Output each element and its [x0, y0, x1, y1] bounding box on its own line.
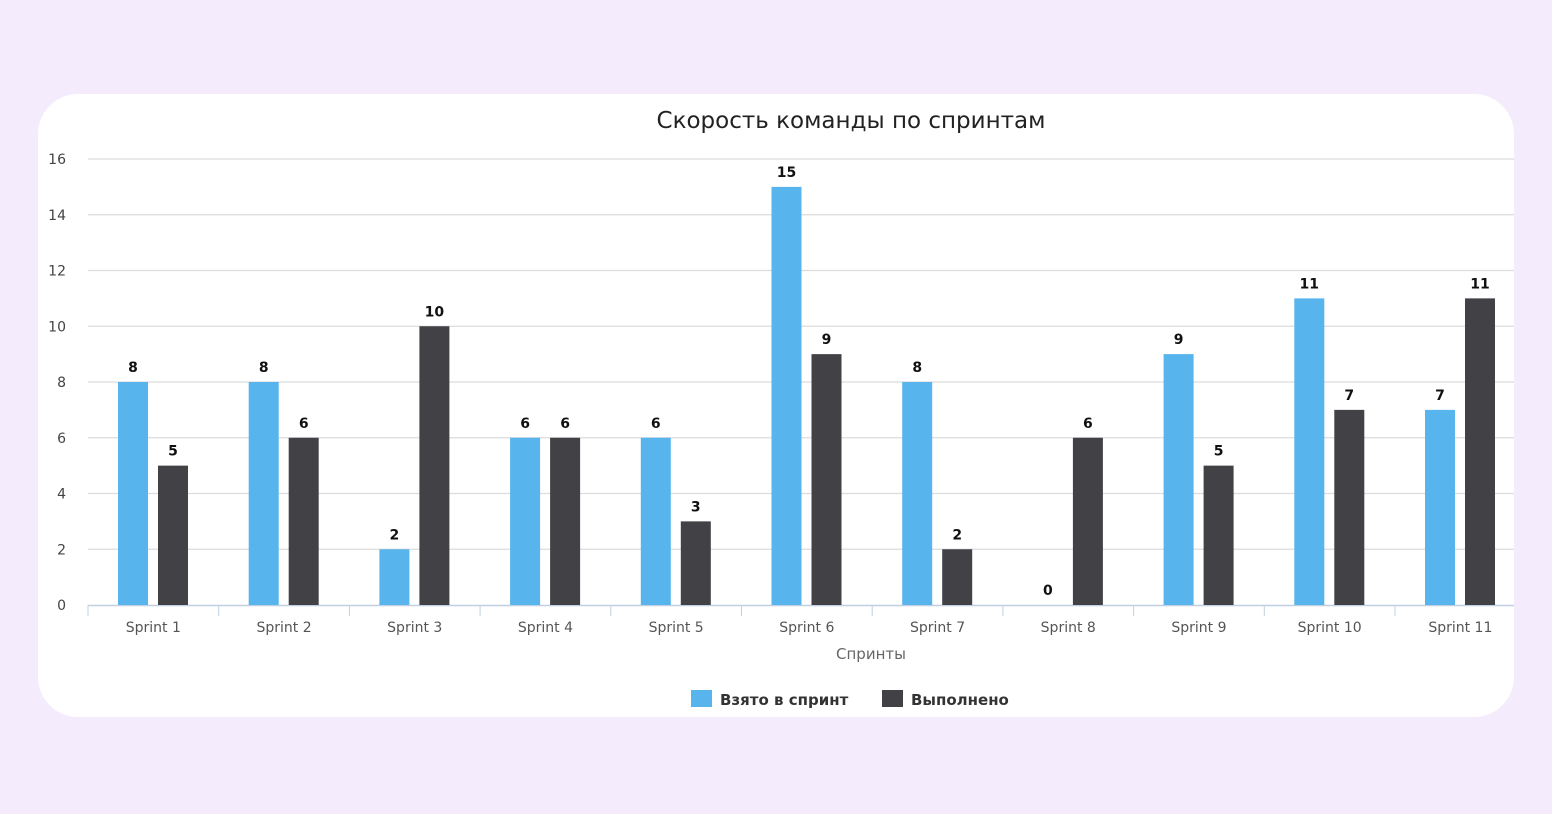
- y-tick-label: 6: [57, 431, 66, 447]
- chart-title: Скорость команды по спринтам: [657, 108, 1046, 134]
- data-label: 5: [168, 444, 178, 460]
- bar-taken[interactable]: [248, 382, 279, 605]
- x-tick-label: Sprint 9: [1171, 620, 1226, 636]
- y-tick-label: 10: [48, 319, 66, 335]
- x-tick-label: Sprint 11: [1428, 620, 1492, 636]
- data-label: 15: [777, 165, 796, 181]
- x-tick-label: Sprint 7: [910, 620, 965, 636]
- data-label: 6: [651, 416, 661, 432]
- x-tick-label: Sprint 10: [1298, 620, 1362, 636]
- y-tick-label: 14: [48, 208, 66, 224]
- x-axis-title: Спринты: [836, 645, 906, 663]
- x-tick-label: Sprint 2: [256, 620, 311, 636]
- bar-done[interactable]: [1203, 465, 1234, 605]
- data-label: 9: [1174, 332, 1184, 348]
- bar-taken[interactable]: [771, 186, 802, 605]
- data-label: 9: [822, 332, 832, 348]
- data-label: 6: [560, 416, 570, 432]
- bar-done[interactable]: [550, 437, 581, 605]
- bar-chart: Скорость команды по спринтам 0 2 4 6 8 10 12 14…: [48, 108, 1514, 709]
- bar-done[interactable]: [942, 549, 973, 605]
- bar-done[interactable]: [811, 354, 842, 605]
- data-label: 5: [1214, 444, 1224, 460]
- data-label: 7: [1435, 388, 1445, 404]
- data-label: 8: [912, 360, 922, 376]
- bar-taken[interactable]: [510, 437, 541, 605]
- y-tick-label: 12: [48, 264, 66, 280]
- x-tick-label: Sprint 8: [1041, 620, 1096, 636]
- legend-item[interactable]: Выполнено: [882, 690, 1009, 709]
- y-tick-label: 8: [57, 375, 66, 391]
- bar-done[interactable]: [1334, 409, 1365, 605]
- y-tick-label: 4: [57, 487, 66, 503]
- legend-label: Взято в спринт: [720, 691, 849, 709]
- data-label: 11: [1300, 276, 1319, 292]
- data-label: 2: [952, 527, 962, 543]
- legend-item[interactable]: Взято в спринт: [691, 690, 849, 709]
- data-label: 7: [1344, 388, 1354, 404]
- bar-done[interactable]: [680, 521, 711, 605]
- bar-taken[interactable]: [902, 382, 933, 605]
- x-tick-label: Sprint 1: [126, 620, 181, 636]
- data-label: 0: [1043, 583, 1053, 599]
- legend-swatch: [882, 690, 903, 707]
- bar-taken[interactable]: [1163, 354, 1194, 605]
- x-tick-label: Sprint 6: [779, 620, 834, 636]
- bar-done[interactable]: [1072, 437, 1103, 605]
- data-label: 2: [390, 527, 400, 543]
- legend-label: Выполнено: [911, 691, 1009, 709]
- chart-card: Скорость команды по спринтам 0 2 4 6 8 10 12 14…: [38, 94, 1514, 717]
- data-label: 8: [128, 360, 138, 376]
- data-label: 6: [520, 416, 530, 432]
- bar-done[interactable]: [1465, 298, 1495, 605]
- data-label: 3: [691, 499, 701, 515]
- bar-taken[interactable]: [1425, 409, 1455, 605]
- bar-taken[interactable]: [1294, 298, 1325, 605]
- x-tick-label: Sprint 4: [518, 620, 573, 636]
- bar-done[interactable]: [158, 465, 188, 605]
- data-label: 6: [1083, 416, 1093, 432]
- legend-swatch: [691, 690, 712, 707]
- data-label: 8: [259, 360, 269, 376]
- bar-taken[interactable]: [118, 382, 148, 605]
- bar-taken[interactable]: [640, 437, 671, 605]
- y-tick-label: 0: [57, 598, 66, 614]
- bar-done[interactable]: [419, 326, 450, 605]
- y-tick-label: 2: [57, 542, 66, 558]
- data-label: 11: [1470, 276, 1489, 292]
- data-label: 10: [425, 304, 445, 320]
- data-label: 6: [299, 416, 309, 432]
- y-tick-label: 16: [48, 152, 66, 168]
- bar-taken[interactable]: [379, 549, 410, 605]
- x-tick-label: Sprint 5: [649, 620, 704, 636]
- x-tick-label: Sprint 3: [387, 620, 442, 636]
- bar-done[interactable]: [288, 437, 319, 605]
